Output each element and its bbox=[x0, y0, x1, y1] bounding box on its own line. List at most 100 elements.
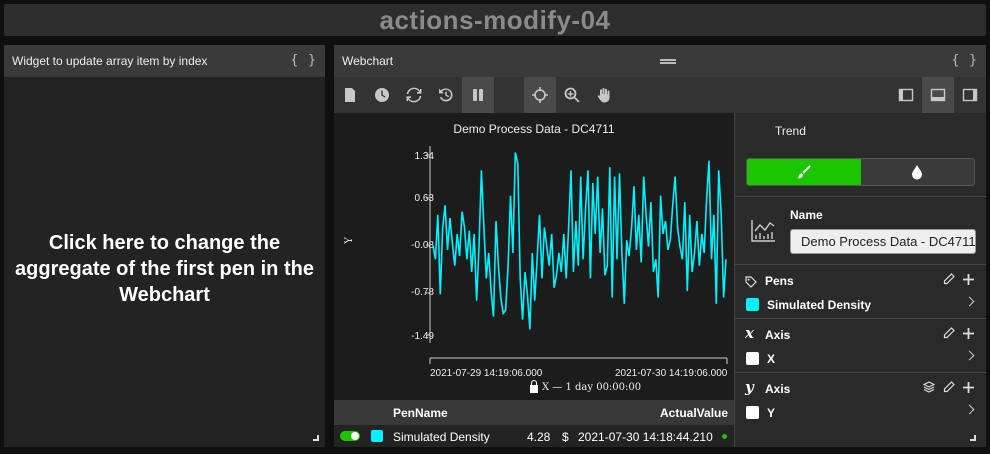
resize-handle-icon[interactable] bbox=[970, 435, 976, 441]
layout-right-icon bbox=[962, 88, 978, 102]
chevron-right-icon[interactable] bbox=[964, 350, 975, 361]
zoom-button[interactable] bbox=[556, 77, 588, 113]
x-tick-label: 2021-07-30 14:19:06.000 bbox=[615, 368, 728, 379]
add-icon[interactable] bbox=[963, 381, 974, 393]
pen-table-header: PenName ActualValue bbox=[334, 400, 734, 425]
trend-tab[interactable]: Trend bbox=[775, 123, 806, 138]
y-axis-section: y Axis Y bbox=[735, 372, 986, 426]
widget-body[interactable]: Click here to change the aggregate of th… bbox=[4, 77, 325, 447]
time-button[interactable] bbox=[366, 77, 398, 113]
fill-style-button[interactable] bbox=[860, 159, 974, 185]
add-icon[interactable] bbox=[963, 327, 974, 339]
add-icon[interactable] bbox=[963, 273, 974, 285]
file-icon bbox=[345, 88, 355, 102]
code-braces-icon[interactable]: { } bbox=[290, 53, 317, 68]
y-tick-label: -0.08 bbox=[411, 240, 434, 251]
layout-bottom-icon bbox=[930, 88, 946, 102]
history-button[interactable] bbox=[430, 77, 462, 113]
status-dot-icon bbox=[722, 434, 727, 439]
trend-settings-panel: Trend Name Demo Process Data - DC4711 Pe… bbox=[734, 113, 986, 447]
clock-icon bbox=[375, 88, 389, 102]
line-chart-icon bbox=[751, 220, 775, 242]
x-axis-symbol: x bbox=[745, 324, 754, 342]
y-axis-symbol: y bbox=[745, 378, 754, 396]
pencil-icon[interactable] bbox=[943, 273, 955, 285]
x-axis-section: x Axis X bbox=[735, 318, 986, 372]
name-section: Name Demo Process Data - DC4711 bbox=[735, 196, 986, 264]
y-tick-label: -0.78 bbox=[411, 287, 434, 298]
y-tick-label: 0.63 bbox=[414, 193, 434, 204]
refresh-icon bbox=[406, 87, 422, 103]
x-axis-actions bbox=[943, 327, 974, 339]
pen-unit-cell: $ bbox=[562, 430, 569, 444]
brush-icon bbox=[797, 165, 811, 179]
pencil-icon[interactable] bbox=[943, 381, 955, 393]
pause-button[interactable] bbox=[462, 77, 494, 113]
y-axis-actions bbox=[923, 381, 974, 393]
x-range-indicator[interactable]: X — 1 day 00:00:00 bbox=[530, 380, 642, 393]
pen-timestamp-cell: 2021-07-30 14:18:44.210 bbox=[578, 430, 713, 444]
code-braces-icon[interactable]: { } bbox=[951, 53, 978, 68]
pen-value-cell: 4.28 bbox=[527, 430, 551, 444]
unlock-icon[interactable] bbox=[530, 380, 538, 393]
webchart-header: Webchart { } bbox=[334, 45, 986, 77]
paint-style-button[interactable] bbox=[747, 159, 861, 185]
array-update-widget: Widget to update array item by index { }… bbox=[4, 45, 325, 447]
layers-icon[interactable] bbox=[923, 381, 935, 393]
layout-right-button[interactable] bbox=[954, 77, 986, 113]
x-range-label: X — 1 day 00:00:00 bbox=[542, 382, 642, 393]
pan-button[interactable] bbox=[588, 77, 620, 113]
chevron-right-icon[interactable] bbox=[964, 404, 975, 415]
pens-actions bbox=[943, 273, 974, 285]
webchart-toolbar bbox=[334, 77, 986, 113]
tag-icon bbox=[745, 276, 757, 288]
chevron-right-icon[interactable] bbox=[964, 296, 975, 307]
series-line-0 bbox=[432, 152, 727, 330]
x-tick-label: 2021-07-29 14:19:06.000 bbox=[430, 368, 543, 379]
pen-color-swatch[interactable] bbox=[371, 430, 383, 442]
y-axis-title: Axis bbox=[765, 382, 791, 396]
pens-section: Pens Simulated Density bbox=[735, 264, 986, 318]
new-file-button[interactable] bbox=[334, 77, 366, 113]
page-title-bar: actions-modify-04 bbox=[4, 4, 986, 36]
widget-header: Widget to update array item by index { } bbox=[4, 45, 325, 77]
pencil-icon[interactable] bbox=[943, 327, 955, 339]
layout-bottom-button[interactable] bbox=[922, 77, 954, 113]
change-aggregate-button[interactable]: Click here to change the aggregate of th… bbox=[15, 232, 314, 306]
plot-svg bbox=[426, 146, 728, 364]
axis-color-swatch bbox=[746, 406, 759, 419]
y-tick-label: -1.49 bbox=[411, 331, 434, 342]
layout-left-icon bbox=[898, 88, 914, 102]
y-axis-item[interactable]: Y bbox=[767, 406, 776, 420]
col-penname: PenName bbox=[393, 406, 448, 420]
pause-icon bbox=[473, 89, 483, 101]
pen-enable-toggle[interactable] bbox=[340, 431, 360, 441]
table-row[interactable]: Simulated Density 4.28 $ 2021-07-30 14:1… bbox=[334, 425, 734, 447]
pen-name-cell: Simulated Density bbox=[393, 430, 490, 444]
droplet-icon bbox=[912, 165, 923, 180]
pen-color-swatch bbox=[746, 298, 759, 311]
drag-grip-icon[interactable] bbox=[660, 59, 676, 64]
layout-left-button[interactable] bbox=[890, 77, 922, 113]
crosshair-icon bbox=[532, 87, 548, 103]
pan-hand-icon bbox=[597, 88, 610, 103]
pen-item[interactable]: Simulated Density bbox=[767, 298, 872, 312]
axis-color-swatch bbox=[746, 352, 759, 365]
chart-title: Demo Process Data - DC4711 bbox=[453, 122, 615, 136]
pens-title: Pens bbox=[765, 274, 794, 288]
x-axis-item[interactable]: X bbox=[767, 352, 776, 366]
col-actualvalue: ActualValue bbox=[660, 406, 729, 420]
history-icon bbox=[439, 88, 453, 102]
name-label: Name bbox=[790, 208, 823, 222]
crosshair-button[interactable] bbox=[524, 77, 556, 113]
style-selector bbox=[746, 158, 975, 186]
zoom-icon bbox=[564, 87, 580, 103]
page-title: actions-modify-04 bbox=[379, 4, 611, 35]
refresh-button[interactable] bbox=[398, 77, 430, 113]
y-tick-label: 1.34 bbox=[414, 151, 434, 162]
webchart-title: Webchart bbox=[342, 54, 394, 68]
x-axis-title: Axis bbox=[765, 328, 791, 342]
trend-chart[interactable]: Demo Process Data - DC4711 Y 1.34 0.63 -… bbox=[334, 113, 734, 400]
name-field[interactable]: Demo Process Data - DC4711 bbox=[790, 229, 976, 254]
resize-handle-icon[interactable] bbox=[313, 435, 319, 441]
